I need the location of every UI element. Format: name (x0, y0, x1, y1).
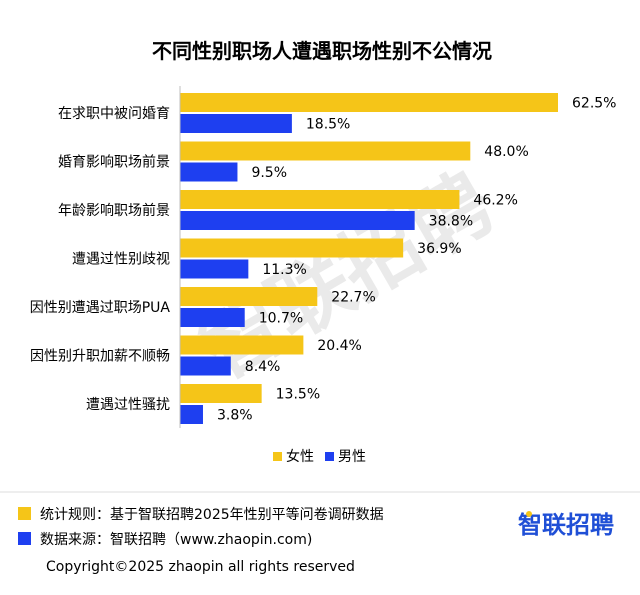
footer-source-text: 数据来源：智联招聘（www.zhaopin.com) (40, 532, 312, 548)
value-label-male: 11.3% (262, 262, 306, 278)
bar-male (180, 405, 203, 424)
value-label-female: 36.9% (417, 241, 461, 257)
value-label-female: 48.0% (484, 144, 528, 160)
category-label: 婚育影响职场前景 (58, 154, 170, 171)
category-label: 遭遇过性骚扰 (86, 397, 170, 413)
value-label-male: 9.5% (251, 165, 287, 181)
footer-rule-text: 统计规则：基于智联招聘2025年性别平等问卷调研数据 (40, 506, 384, 523)
legend: 女性 男性 (273, 448, 366, 465)
bar-male (180, 356, 231, 376)
chart-title: 不同性别职场人遭遇职场性别不公情况 (152, 39, 492, 63)
bar-female (180, 93, 558, 112)
bar-female (180, 335, 304, 355)
value-label-male: 10.7% (259, 311, 303, 327)
bars-group: 在求职中被问婚育 62.5% 18.5% 婚育影响职场前景 48.0% 9.5% 年龄影响职… (30, 93, 616, 424)
footer-source-swatch (18, 532, 31, 545)
legend-label-female: 女性 (286, 448, 314, 465)
value-label-female: 22.7% (331, 290, 375, 306)
value-label-male: 3.8% (217, 408, 253, 424)
value-label-male: 18.5% (306, 117, 350, 133)
value-label-female: 20.4% (317, 338, 361, 354)
footer-rule-swatch (18, 507, 31, 520)
value-label-female: 13.5% (276, 387, 320, 403)
value-label-male: 8.4% (245, 359, 281, 375)
value-label-male: 38.8% (429, 214, 473, 230)
bar-female (180, 141, 471, 161)
legend-label-male: 男性 (338, 449, 366, 465)
category-label: 在求职中被问婚育 (58, 106, 170, 122)
value-label-female: 62.5% (572, 96, 616, 112)
bar-female (180, 384, 262, 403)
brand-logo: 智联招聘 (518, 511, 614, 539)
category-label: 因性别遭遇过职场PUA (30, 300, 171, 316)
logo-dot (526, 511, 532, 517)
bar-male (180, 259, 249, 279)
copyright-text: Copyright©2025 zhaopin all rights reserv… (46, 559, 355, 575)
category-label: 因性别升职加薪不顺畅 (30, 349, 170, 365)
legend-swatch-male (325, 452, 334, 461)
bar-female (180, 287, 318, 306)
bar-male (180, 211, 415, 230)
category-label: 年龄影响职场前景 (58, 202, 170, 219)
legend-swatch-female (273, 452, 282, 461)
bar-male (180, 114, 292, 133)
category-label: 遭遇过性别歧视 (72, 252, 170, 268)
value-label-female: 46.2% (473, 193, 517, 209)
bar-female (180, 238, 404, 258)
bar-male (180, 162, 238, 182)
bar-male (180, 308, 245, 327)
bar-female (180, 190, 460, 209)
